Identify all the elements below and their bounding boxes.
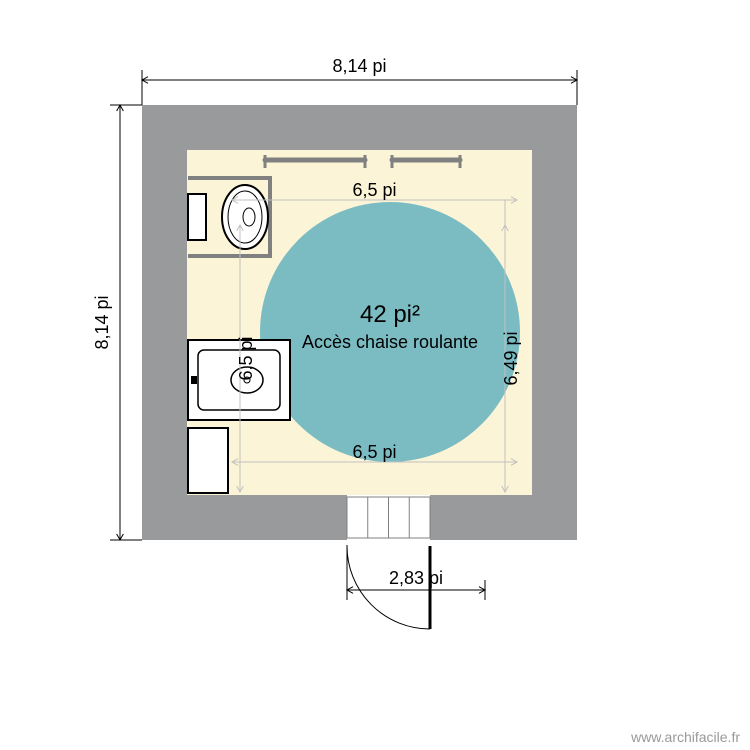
svg-text:6,49 pi: 6,49 pi — [501, 331, 521, 385]
svg-text:6,5 pi: 6,5 pi — [352, 442, 396, 462]
svg-text:6,5 pi: 6,5 pi — [236, 336, 256, 380]
svg-text:www.archifacile.fr: www.archifacile.fr — [630, 729, 740, 745]
svg-text:Accès chaise roulante: Accès chaise roulante — [302, 332, 478, 352]
svg-text:2,83 pi: 2,83 pi — [389, 568, 443, 588]
svg-text:8,14 pi: 8,14 pi — [332, 56, 386, 76]
svg-text:6,5 pi: 6,5 pi — [352, 180, 396, 200]
svg-text:42 pi²: 42 pi² — [360, 301, 420, 328]
svg-text:8,14 pi: 8,14 pi — [92, 295, 112, 349]
